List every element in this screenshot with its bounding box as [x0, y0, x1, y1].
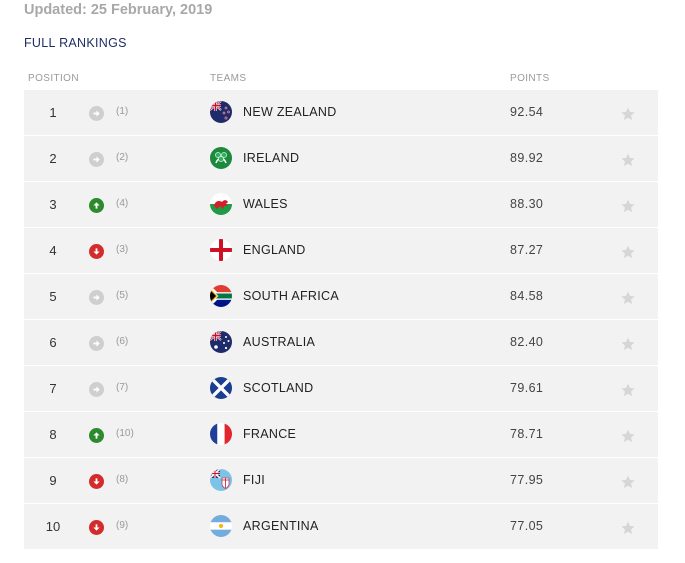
team-name[interactable]: ARGENTINA — [243, 519, 319, 533]
rank-position: 6 — [49, 335, 57, 350]
favorite-star-icon[interactable] — [620, 290, 636, 306]
favorite-star-icon[interactable] — [620, 428, 636, 444]
favorite-star-icon[interactable] — [620, 198, 636, 214]
updated-date: Updated: 25 February, 2019 — [24, 2, 213, 18]
south-africa-flag-icon — [210, 285, 232, 307]
previous-position: (5) — [116, 290, 129, 301]
table-row[interactable]: 5 (5) SOUTH AFRICA 84.58 — [24, 274, 658, 320]
arrow-up-icon — [89, 428, 104, 443]
table-row[interactable]: 2 (2) IRELAND 89.92 — [24, 136, 658, 182]
rank-position: 10 — [45, 519, 61, 534]
team-name[interactable]: AUSTRALIA — [243, 335, 316, 349]
team-points: 77.95 — [510, 473, 544, 487]
favorite-star-icon[interactable] — [620, 152, 636, 168]
rank-position: 5 — [49, 289, 57, 304]
previous-position: (9) — [116, 520, 129, 531]
team-points: 84.58 — [510, 289, 544, 303]
team-name[interactable]: SCOTLAND — [243, 381, 314, 395]
team-points: 89.92 — [510, 151, 544, 165]
rank-position: 4 — [49, 243, 57, 258]
team-points: 79.61 — [510, 381, 544, 395]
rank-position: 7 — [49, 381, 57, 396]
arrow-down-icon — [89, 474, 104, 489]
header-teams: TEAMS — [210, 73, 247, 84]
previous-position: (10) — [116, 428, 134, 439]
rank-position: 8 — [49, 427, 57, 442]
rank-position: 2 — [49, 151, 57, 166]
favorite-star-icon[interactable] — [620, 520, 636, 536]
ireland-flag-icon — [210, 147, 232, 169]
australia-flag-icon — [210, 331, 232, 353]
favorite-star-icon[interactable] — [620, 244, 636, 260]
previous-position: (7) — [116, 382, 129, 393]
table-row[interactable]: 6 (6) AUSTRALIA 82.40 — [24, 320, 658, 366]
rank-position: 1 — [49, 105, 57, 120]
header-position: POSITION — [28, 73, 79, 84]
table-row[interactable]: 3 (4) WALES 88.30 — [24, 182, 658, 228]
team-name[interactable]: WALES — [243, 197, 288, 211]
team-name[interactable]: NEW ZEALAND — [243, 105, 337, 119]
team-points: 92.54 — [510, 105, 544, 119]
team-points: 78.71 — [510, 427, 544, 441]
favorite-star-icon[interactable] — [620, 336, 636, 352]
rank-position: 3 — [49, 197, 57, 212]
table-row[interactable]: 8 (10) FRANCE 78.71 — [24, 412, 658, 458]
arrow-down-icon — [89, 520, 104, 535]
arrow-right-icon — [89, 106, 104, 121]
previous-position: (1) — [116, 106, 129, 117]
team-name[interactable]: FIJI — [243, 473, 266, 487]
france-flag-icon — [210, 423, 232, 445]
arrow-right-icon — [89, 336, 104, 351]
table-row[interactable]: 4 (3) ENGLAND 87.27 — [24, 228, 658, 274]
fiji-flag-icon — [210, 469, 232, 491]
team-name[interactable]: ENGLAND — [243, 243, 306, 257]
team-points: 88.30 — [510, 197, 544, 211]
team-name[interactable]: IRELAND — [243, 151, 300, 165]
favorite-star-icon[interactable] — [620, 474, 636, 490]
england-flag-icon — [210, 239, 232, 261]
header-points: POINTS — [510, 73, 550, 84]
table-row[interactable]: 9 (8) FIJI 77.95 — [24, 458, 658, 504]
rankings-table: POSITION TEAMS POINTS 1 (1) NEW ZEALAND 92.… — [24, 69, 658, 550]
team-points: 87.27 — [510, 243, 544, 257]
argentina-flag-icon — [210, 515, 232, 537]
team-points: 77.05 — [510, 519, 544, 533]
previous-position: (2) — [116, 152, 129, 163]
scotland-flag-icon — [210, 377, 232, 399]
table-body: 1 (1) NEW ZEALAND 92.54 2 (2) IRELAND 89.92 3 (4)… — [24, 90, 658, 550]
section-title: FULL RANKINGS — [24, 36, 127, 50]
favorite-star-icon[interactable] — [620, 106, 636, 122]
table-row[interactable]: 7 (7) SCOTLAND 79.61 — [24, 366, 658, 412]
previous-position: (8) — [116, 474, 129, 485]
arrow-right-icon — [89, 382, 104, 397]
new-zealand-flag-icon — [210, 101, 232, 123]
table-row[interactable]: 10 (9) ARGENTINA 77.05 — [24, 504, 658, 550]
team-points: 82.40 — [510, 335, 544, 349]
team-name[interactable]: SOUTH AFRICA — [243, 289, 339, 303]
previous-position: (6) — [116, 336, 129, 347]
rank-position: 9 — [49, 473, 57, 488]
team-name[interactable]: FRANCE — [243, 427, 297, 441]
wales-flag-icon — [210, 193, 232, 215]
arrow-up-icon — [89, 198, 104, 213]
previous-position: (4) — [116, 198, 129, 209]
table-row[interactable]: 1 (1) NEW ZEALAND 92.54 — [24, 90, 658, 136]
arrow-right-icon — [89, 152, 104, 167]
table-header: POSITION TEAMS POINTS — [24, 69, 658, 90]
arrow-right-icon — [89, 290, 104, 305]
arrow-down-icon — [89, 244, 104, 259]
favorite-star-icon[interactable] — [620, 382, 636, 398]
previous-position: (3) — [116, 244, 129, 255]
